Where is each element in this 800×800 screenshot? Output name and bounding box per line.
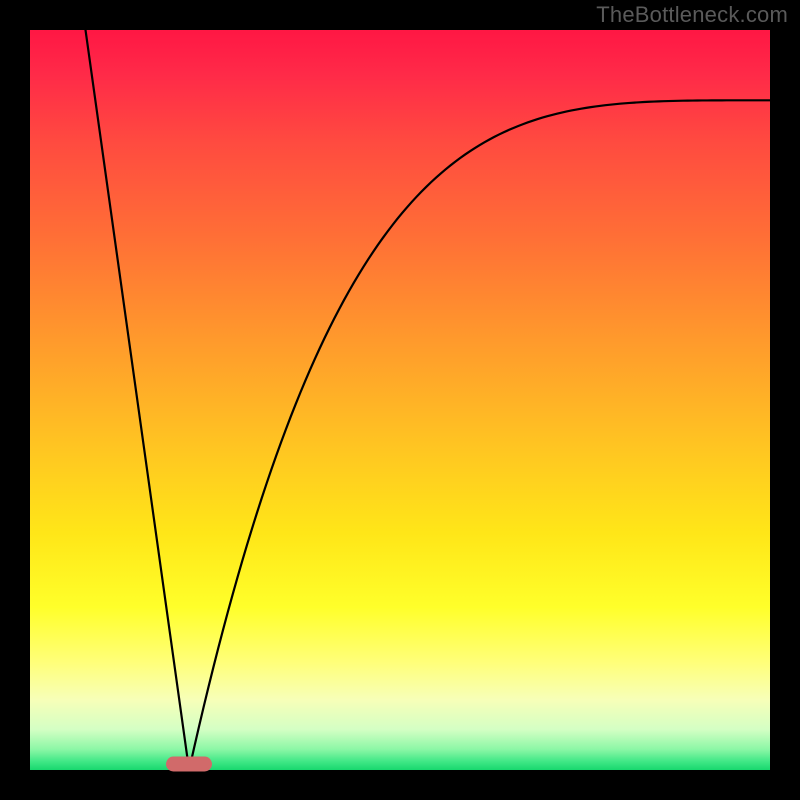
plot-area <box>30 30 770 770</box>
optimal-marker <box>166 757 212 772</box>
bottleneck-curve <box>86 30 771 770</box>
curve-layer <box>30 30 770 770</box>
watermark-text: TheBottleneck.com <box>596 2 788 28</box>
